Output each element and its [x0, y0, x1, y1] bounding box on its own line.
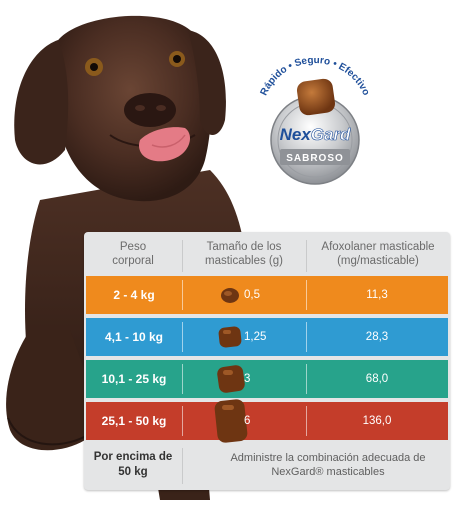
row-weight: 25,1 - 50 kg — [101, 414, 167, 428]
badge-ribbon-text: SABROSO — [286, 153, 344, 164]
header-chew-size: Tamaño de los masticables (g) — [205, 241, 283, 267]
chew-icon — [296, 78, 336, 116]
nexgard-badge: Rápido • Seguro • Efectivo NexGard SABRO… — [259, 58, 371, 185]
row-mg: 28,3 — [365, 331, 389, 343]
row-mg: 68,0 — [365, 373, 389, 385]
brand-gard: Gard — [311, 125, 351, 144]
row-chew-size: 1,25 — [244, 331, 267, 343]
row-chew-size: 3 — [244, 373, 251, 385]
chew-small-icon — [221, 288, 239, 303]
row-weight: 4,1 - 10 kg — [104, 330, 164, 344]
footer-note: Administre la combinación adecuada de Nex… — [230, 452, 426, 478]
svg-text:NexGard: NexGard — [280, 125, 351, 144]
row-weight: 10,1 - 25 kg — [101, 372, 167, 386]
header-weight: Peso corporal — [112, 241, 154, 267]
chew-xlarge-icon — [214, 399, 248, 443]
dose-row-4-10kg: 4,1 - 10 kg 1,25 28,3 — [86, 318, 448, 356]
dose-row-25-50kg: 25,1 - 50 kg 6 136,0 — [86, 399, 448, 443]
chew-large-icon — [217, 365, 245, 393]
row-chew-size: 0,5 — [244, 289, 260, 301]
header-afoxolaner: Afoxolaner masticable (mg/masticable) — [321, 241, 435, 267]
dosage-table: Peso corporal Tamaño de los masticables … — [84, 232, 450, 490]
row-chew-size: 6 — [244, 415, 251, 427]
dose-row-2-4kg: 2 - 4 kg 0,5 11,3 — [86, 276, 448, 314]
brand-nex: Nex — [280, 125, 313, 144]
row-mg: 136,0 — [362, 415, 392, 427]
footer-weight: Por encima de 50 kg — [93, 451, 173, 478]
row-mg: 11,3 — [366, 289, 388, 301]
chew-medium-icon — [218, 326, 242, 348]
dose-row-10-25kg: 10,1 - 25 kg 3 68,0 — [86, 360, 448, 398]
row-weight: 2 - 4 kg — [113, 288, 155, 302]
